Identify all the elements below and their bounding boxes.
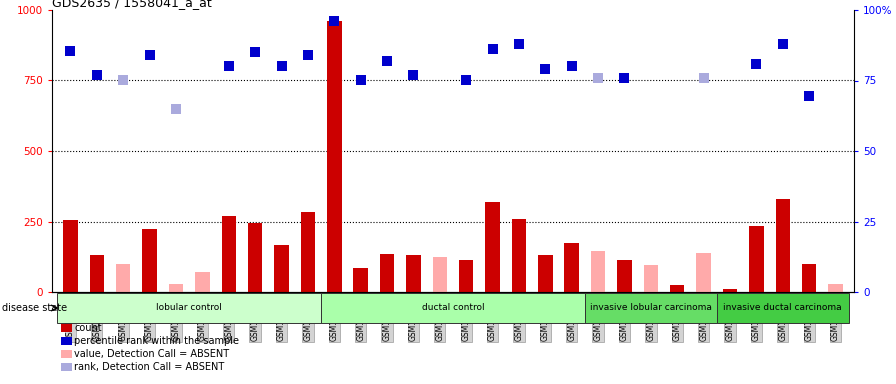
Point xyxy=(274,63,289,70)
Bar xyxy=(248,223,263,292)
Point xyxy=(327,18,341,24)
Point xyxy=(221,63,236,70)
Point xyxy=(696,74,711,81)
Text: rank, Detection Call = ABSENT: rank, Detection Call = ABSENT xyxy=(74,362,225,372)
Point xyxy=(116,78,131,84)
Bar xyxy=(195,272,210,292)
Point xyxy=(749,61,763,67)
Bar xyxy=(406,255,421,292)
Bar xyxy=(321,293,585,323)
Bar xyxy=(643,265,659,292)
Bar xyxy=(327,21,341,292)
Bar xyxy=(433,257,447,292)
Text: invasive ductal carcinoma: invasive ductal carcinoma xyxy=(723,303,842,312)
Point xyxy=(802,93,816,99)
Bar xyxy=(301,212,315,292)
Bar xyxy=(585,293,717,323)
Text: lobular control: lobular control xyxy=(156,303,222,312)
Bar xyxy=(486,202,500,292)
Point xyxy=(301,52,315,58)
Bar xyxy=(57,293,321,323)
Text: ductal control: ductal control xyxy=(422,303,485,312)
Point xyxy=(617,74,632,81)
Bar xyxy=(64,220,78,292)
Bar xyxy=(274,245,289,292)
Point xyxy=(538,66,553,72)
Point xyxy=(168,106,183,112)
Bar xyxy=(538,255,553,292)
Bar xyxy=(670,285,685,292)
Point xyxy=(591,74,606,81)
Point xyxy=(354,78,368,84)
Bar xyxy=(749,226,763,292)
Bar xyxy=(776,199,790,292)
Bar xyxy=(116,264,131,292)
Text: percentile rank within the sample: percentile rank within the sample xyxy=(74,336,239,346)
Bar xyxy=(512,218,526,292)
Text: value, Detection Call = ABSENT: value, Detection Call = ABSENT xyxy=(74,349,229,359)
Bar xyxy=(802,264,816,292)
Point xyxy=(486,46,500,53)
Bar xyxy=(168,283,184,292)
Text: disease state: disease state xyxy=(2,303,67,313)
Bar xyxy=(723,289,737,292)
Bar xyxy=(90,255,104,292)
Point xyxy=(380,58,394,64)
Point xyxy=(564,63,579,70)
Bar xyxy=(142,228,157,292)
Point xyxy=(459,78,473,84)
Bar xyxy=(380,254,394,292)
Point xyxy=(90,72,104,78)
Point xyxy=(512,41,526,47)
Bar xyxy=(564,243,579,292)
Point xyxy=(64,48,78,54)
Bar xyxy=(353,268,368,292)
Text: invasive lobular carcinoma: invasive lobular carcinoma xyxy=(590,303,711,312)
Bar xyxy=(717,293,849,323)
Point xyxy=(248,49,263,55)
Bar xyxy=(696,253,711,292)
Bar xyxy=(617,260,632,292)
Bar xyxy=(590,251,606,292)
Point xyxy=(776,41,790,47)
Point xyxy=(406,72,420,78)
Text: count: count xyxy=(74,323,102,333)
Bar xyxy=(459,260,473,292)
Point xyxy=(142,52,157,58)
Bar xyxy=(221,216,236,292)
Text: GDS2635 / 1558041_a_at: GDS2635 / 1558041_a_at xyxy=(52,0,211,9)
Bar xyxy=(828,283,843,292)
